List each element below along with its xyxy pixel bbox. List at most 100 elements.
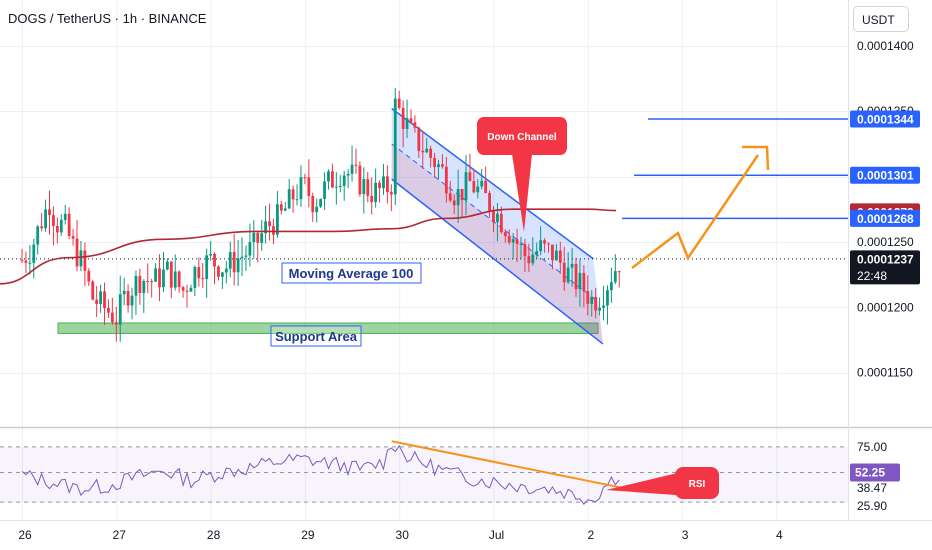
candle-body (425, 148, 429, 153)
price-label: 0.0001344 (857, 113, 914, 127)
price-scale-tick: 0.0001150 (857, 366, 913, 380)
candle-body (283, 208, 287, 211)
candle-body (551, 244, 554, 261)
candle-body (236, 258, 240, 273)
candle-body (460, 188, 464, 201)
candle-body (448, 193, 452, 201)
candle-body (59, 219, 63, 233)
price-scale-tick: 0.0001200 (857, 300, 914, 314)
bar-countdown: 22:48 (857, 269, 887, 283)
down-channel-callout[interactable] (477, 117, 567, 155)
candle-body (598, 307, 601, 311)
candle-body (103, 291, 106, 309)
candle-body (209, 253, 212, 256)
candle-body (354, 164, 358, 166)
candle-body (429, 148, 433, 158)
candle-body (515, 239, 519, 244)
candle-body (177, 271, 181, 288)
down-channel-lower-fill (391, 143, 603, 344)
candle-body (287, 189, 291, 209)
candle-body (220, 272, 224, 277)
candle-body (574, 263, 578, 290)
rsi-level-label: 38.47 (857, 481, 887, 495)
candle-body (165, 261, 169, 270)
candle-body (543, 240, 546, 244)
candle-body (590, 297, 594, 304)
candle-body (609, 282, 613, 291)
price-label: 0.0001268 (857, 212, 914, 226)
price-scale-tick: 0.0001400 (857, 39, 914, 53)
candle-body (130, 295, 134, 306)
candle-body (32, 244, 36, 263)
candle-body (602, 305, 605, 308)
down-channel-upper-line[interactable] (391, 107, 594, 260)
rsi-scale-tick: 25.90 (857, 499, 887, 513)
candle-body (295, 199, 299, 201)
candle-body (389, 192, 393, 195)
candle-body (260, 233, 264, 243)
support-area-zone[interactable] (57, 322, 599, 334)
candle-body (472, 181, 476, 193)
candle-body (303, 177, 307, 179)
candle-body (142, 280, 146, 293)
rsi-scale-tick: 75.00 (857, 440, 887, 454)
candle-body (311, 195, 315, 213)
down-channel-lower-line[interactable] (391, 178, 604, 345)
candle-body (519, 243, 523, 245)
candle-body (181, 287, 185, 291)
candle-body (264, 221, 268, 234)
time-axis-label: Jul (489, 528, 504, 542)
time-axis-label: 28 (207, 528, 221, 542)
candle-body (594, 297, 598, 311)
time-axis-label: 3 (682, 528, 689, 542)
candle-body (476, 186, 480, 193)
candle-body (334, 186, 338, 188)
projection-path[interactable] (631, 154, 760, 269)
candle-body (279, 204, 283, 211)
candle-body (484, 180, 488, 194)
candle-body (173, 271, 177, 288)
candle-body (224, 268, 228, 273)
candle-body (150, 281, 154, 283)
candle-body (162, 269, 165, 288)
moving-average-100-line[interactable] (0, 208, 617, 285)
candle-body (272, 226, 275, 235)
candle-body (228, 252, 232, 269)
candle-body (613, 271, 617, 283)
candle-body (554, 250, 558, 261)
candle-body (248, 242, 252, 256)
candle-body (562, 262, 566, 283)
rsi-callout[interactable] (675, 467, 719, 499)
rsi-callout-pointer (606, 470, 690, 496)
candle-body (28, 262, 32, 264)
candle-body (193, 267, 197, 288)
rsi-band (0, 446, 848, 503)
candle-body (256, 232, 260, 243)
candle-body (44, 209, 47, 229)
candle-body (433, 157, 436, 168)
candle-body (146, 280, 150, 282)
candle-body (252, 232, 256, 243)
candle-body (366, 179, 370, 196)
candle-body (441, 164, 444, 167)
candle-body (444, 166, 448, 194)
candle-body (48, 209, 51, 216)
candle-body (464, 172, 468, 201)
symbol-title[interactable]: DOGS / TetherUS · 1h · BINANCE (8, 11, 207, 26)
candle-body (527, 256, 531, 264)
candle-body (488, 193, 491, 212)
candle-body (456, 188, 460, 206)
rsi-divergence-line[interactable] (391, 440, 624, 489)
candle-body (362, 179, 366, 195)
candle-body (319, 198, 323, 207)
currency-button[interactable]: USDT (853, 6, 909, 32)
candle-body (189, 287, 193, 292)
rsi-line[interactable] (21, 444, 620, 505)
price-label-box (850, 250, 920, 285)
candle-body (299, 177, 303, 200)
candle-body (67, 213, 71, 236)
candle-body (496, 213, 499, 223)
time-axis-label: 2 (587, 528, 594, 542)
candle-body (185, 290, 189, 292)
